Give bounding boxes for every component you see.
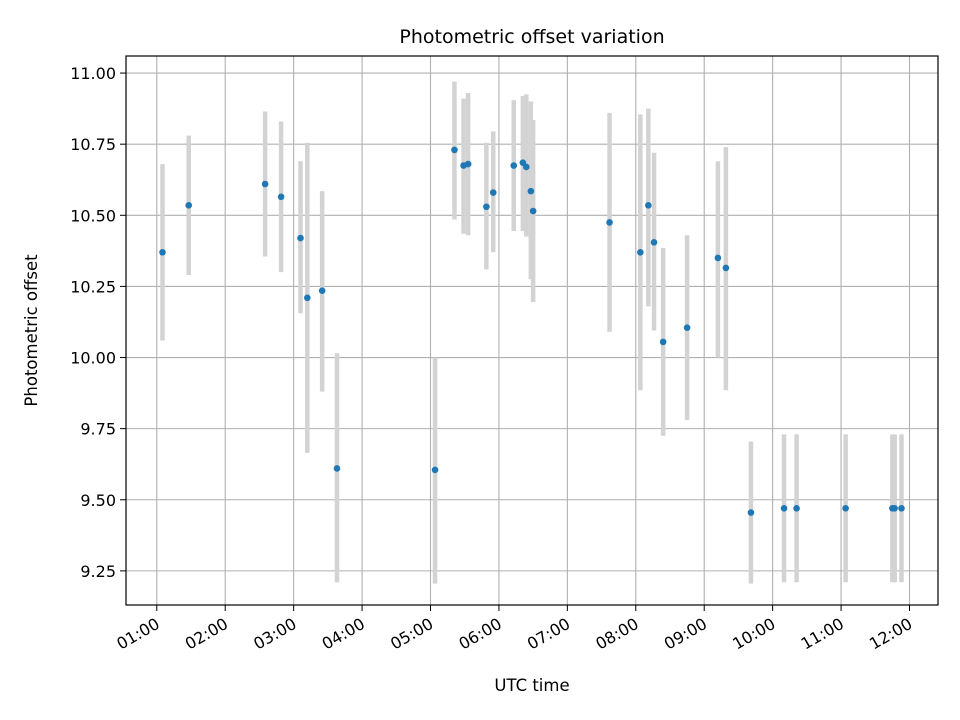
data-point [318,287,326,294]
y-tick-label: 9.50 [80,491,116,510]
chart-title: Photometric offset variation [399,26,664,48]
data-point [431,466,439,474]
data-point [637,248,644,256]
data-point [510,162,518,169]
data-point [659,338,667,346]
y-tick-label: 10.25 [70,277,116,296]
data-point [606,219,613,226]
data-point [714,254,722,262]
data-point [333,465,341,472]
y-tick-label: 10.75 [70,135,116,154]
data-point [722,264,730,272]
y-tick-label: 10.00 [70,349,116,368]
data-point [489,189,497,196]
x-axis-label: UTC time [494,676,569,695]
y-axis-label: Photometric offset [22,254,41,407]
y-axis-ticks: 9.25 9.50 9.75 10.00 10.25 10.50 10.75 11.00 [70,64,126,581]
data-point [277,193,285,201]
data-point [261,180,269,188]
data-point [483,203,490,211]
data-point [522,163,530,171]
data-point [650,239,658,246]
y-tick-label: 9.25 [80,562,116,581]
data-point [451,146,458,154]
data-point [464,160,472,168]
plot-frame [125,55,939,606]
y-tick-label: 11.00 [70,64,116,83]
data-point [297,234,304,242]
data-point [683,324,691,331]
data-point [185,202,193,209]
y-tick-label: 10.50 [70,206,116,225]
data-point [529,207,537,215]
data-point [891,504,898,512]
data-point [304,294,311,302]
data-point [898,504,905,512]
data-point [527,187,535,195]
data-point [645,202,652,209]
data-point [747,509,755,516]
data-point [793,504,800,512]
data-point [159,248,166,256]
data-point [842,504,849,512]
y-tick-label: 9.75 [80,420,116,439]
data-points [159,146,905,516]
data-point [780,504,788,512]
